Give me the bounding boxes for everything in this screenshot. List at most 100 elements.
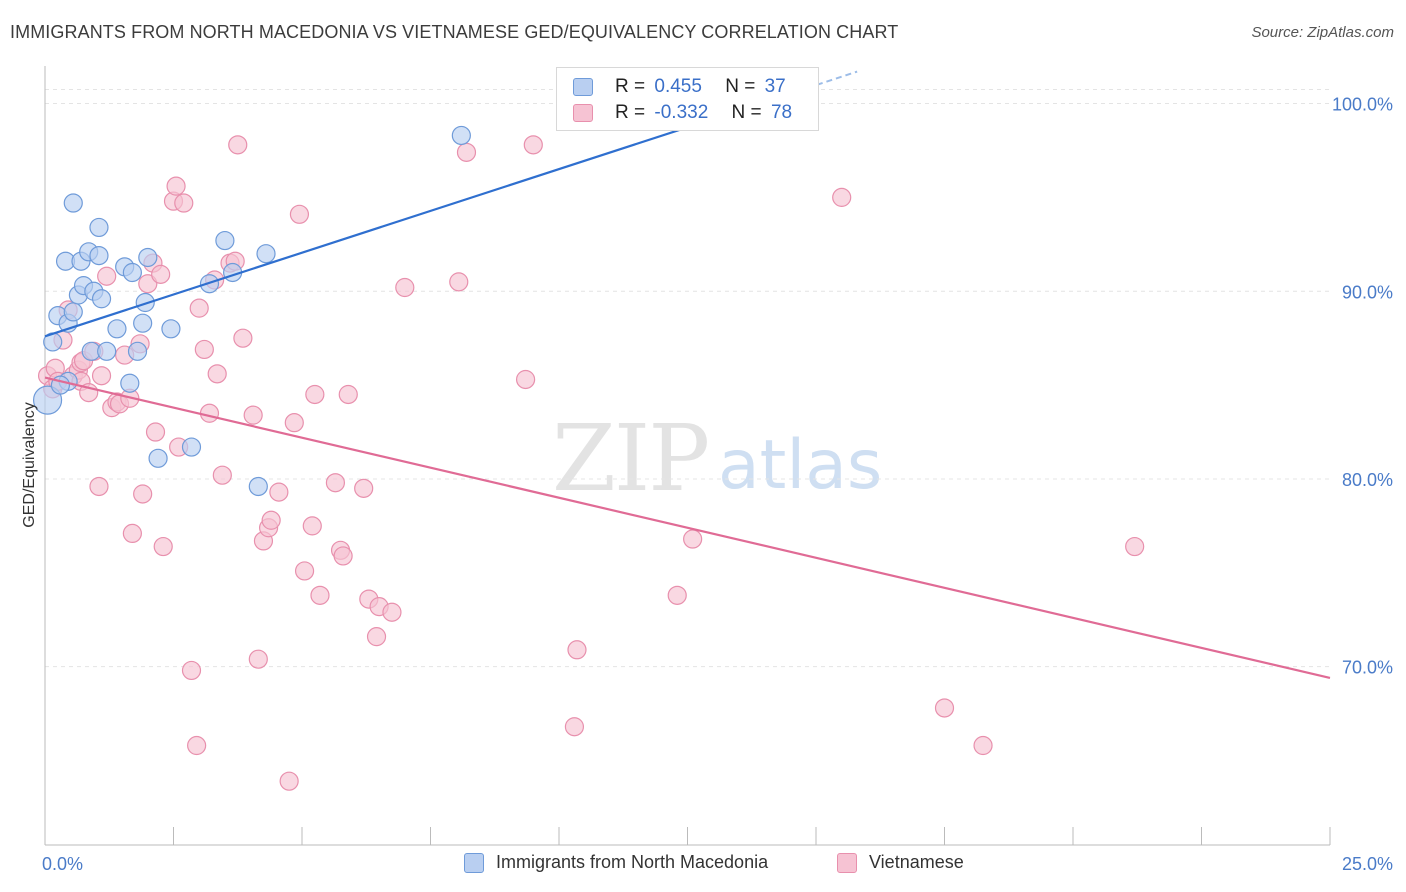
data-point — [107, 319, 127, 339]
data-point — [243, 405, 263, 425]
source-credit: Source: ZipAtlas.com — [1251, 24, 1394, 41]
data-point — [187, 735, 207, 756]
data-point — [212, 465, 232, 485]
data-point — [667, 585, 687, 605]
watermark-zip: ZIP — [552, 405, 708, 512]
data-point — [248, 476, 268, 497]
y-tick-label: 90.0% — [1342, 282, 1393, 302]
data-point — [248, 649, 268, 669]
data-point — [451, 125, 471, 146]
legend-n-value: 37 — [764, 76, 786, 97]
data-point — [256, 244, 276, 264]
data-point — [456, 142, 477, 162]
data-point — [91, 366, 112, 386]
tick-labels: 70.0% 80.0% 90.0% 100.0% 0.0% 25.0% — [42, 95, 1393, 874]
data-point — [289, 204, 310, 224]
chart-title: IMMIGRANTS FROM NORTH MACEDONIA VS VIETN… — [10, 22, 899, 42]
data-point — [325, 473, 346, 493]
data-point — [89, 217, 109, 238]
legend-r-value: -0.332 — [654, 102, 709, 123]
x-tick-label: 0.0% — [42, 854, 83, 874]
data-point — [934, 698, 955, 718]
data-point — [138, 247, 158, 268]
axes — [44, 66, 1331, 846]
data-point — [122, 262, 142, 283]
data-point — [310, 585, 330, 605]
series-name-vietnamese: Vietnamese — [869, 852, 964, 872]
data-point — [189, 298, 209, 318]
data-point — [333, 546, 353, 566]
watermark: ZIP atlas — [552, 405, 882, 512]
data-point — [63, 193, 83, 213]
data-point — [279, 771, 299, 791]
data-point — [151, 264, 171, 284]
series-swatch-blue — [464, 853, 484, 873]
data-point — [63, 302, 83, 322]
trend-line-vietnamese — [44, 376, 1331, 680]
data-point — [153, 536, 173, 557]
y-tick-label: 80.0% — [1342, 470, 1393, 490]
correlation-legend: R = 0.455 N = 37 R = -0.332 N = 78 — [556, 67, 819, 131]
data-point — [89, 476, 109, 497]
y-tick-label: 70.0% — [1342, 658, 1393, 678]
data-point — [683, 529, 703, 549]
data-point — [215, 230, 235, 251]
legend-r-label: R = — [615, 76, 646, 97]
data-point — [269, 482, 289, 502]
data-point — [120, 373, 140, 393]
watermark-atlas: atlas — [718, 426, 882, 505]
data-point — [523, 135, 543, 155]
legend-n-label: N = — [731, 102, 762, 123]
legend-swatch-pink — [573, 104, 593, 122]
data-point — [284, 413, 304, 433]
data-point — [1125, 536, 1145, 557]
data-point — [366, 627, 387, 647]
data-point — [148, 448, 168, 468]
data-point — [233, 328, 253, 348]
legend-r-value: 0.455 — [654, 76, 702, 97]
legend-n-value: 78 — [770, 102, 793, 123]
data-point — [395, 277, 415, 298]
data-point — [567, 640, 587, 660]
data-point — [127, 341, 148, 361]
north-macedonia-points — [32, 88, 716, 497]
data-point — [174, 193, 194, 213]
data-point — [354, 478, 374, 498]
data-point — [145, 422, 166, 442]
data-point — [294, 561, 315, 581]
data-point — [305, 384, 325, 405]
data-point — [135, 292, 155, 313]
data-point — [161, 319, 181, 339]
data-point — [133, 313, 153, 333]
data-point — [97, 341, 117, 361]
data-point — [194, 339, 214, 360]
legend-n-label: N = — [725, 76, 756, 97]
data-point — [89, 245, 109, 266]
data-point — [515, 369, 536, 390]
series-name-north-macedonia: Immigrants from North Macedonia — [496, 852, 769, 872]
data-point — [97, 266, 117, 286]
data-point — [449, 272, 469, 292]
data-point — [133, 484, 153, 504]
data-point — [181, 660, 202, 681]
data-point — [832, 187, 852, 207]
data-point — [228, 135, 248, 155]
data-point — [32, 385, 63, 415]
data-point — [138, 274, 158, 294]
y-axis-label: GED/Equivalency — [21, 402, 38, 527]
trend-lines — [44, 70, 1331, 680]
y-tick-label: 100.0% — [1332, 95, 1393, 115]
data-point — [207, 364, 227, 384]
trend-line-north-macedonia — [44, 121, 704, 338]
data-point — [338, 384, 358, 405]
data-point — [261, 510, 281, 530]
data-point — [973, 735, 993, 756]
data-point — [382, 602, 402, 622]
legend-r-label: R = — [615, 102, 646, 123]
grid-lines — [45, 89, 1330, 668]
x-tick-label: 25.0% — [1342, 854, 1393, 874]
data-point — [302, 516, 322, 536]
data-point — [91, 289, 112, 309]
data-point — [199, 403, 220, 423]
